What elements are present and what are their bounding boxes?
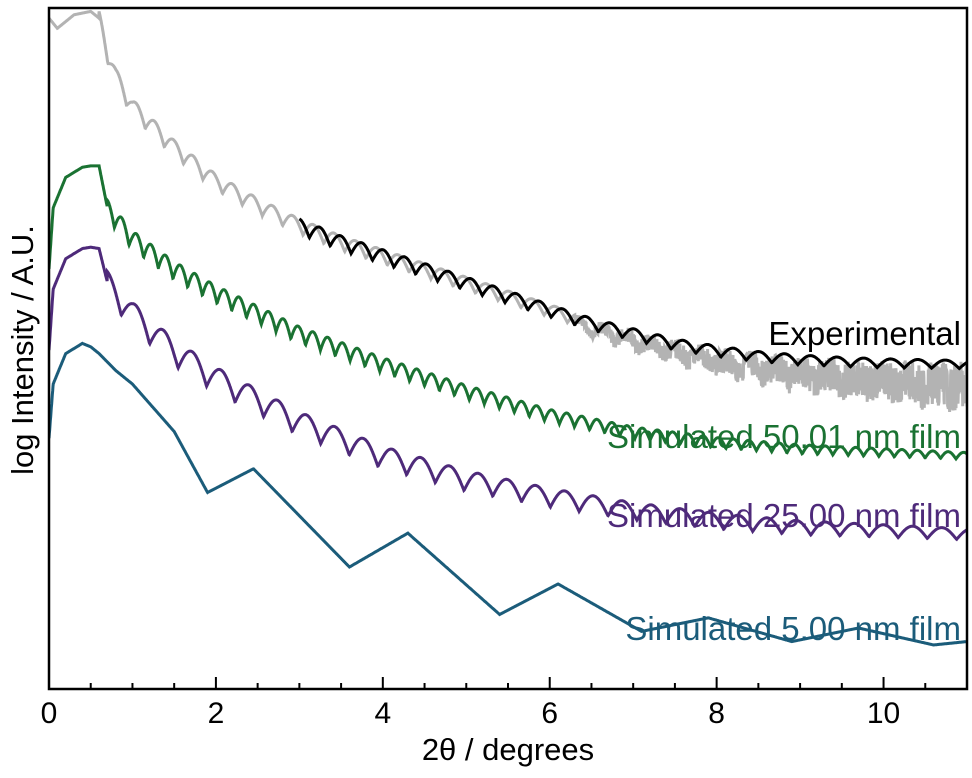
series-label-1: Simulated 50.01 nm film	[607, 418, 961, 455]
series-line-3	[49, 341, 967, 647]
x-axis-title: 2θ / degrees	[422, 732, 594, 767]
series-label-2: Simulated 25.00 nm film	[607, 497, 961, 534]
x-tick-label: 2	[208, 697, 225, 730]
experimental-raw-line	[49, 9, 967, 413]
x-tick-label: 8	[708, 697, 725, 730]
x-tick-label: 4	[374, 697, 391, 730]
series-line-2	[49, 245, 967, 542]
x-tick-label: 10	[867, 697, 900, 730]
y-axis-title: log Intensity / A.U.	[5, 225, 40, 475]
series-label-0: Experimental	[768, 315, 961, 352]
x-tick-label: 0	[41, 697, 58, 730]
x-tick-label: 6	[541, 697, 558, 730]
series-label-3: Simulated 5.00 nm film	[625, 610, 961, 647]
experimental-line	[298, 217, 967, 371]
series-line-1	[49, 164, 967, 462]
